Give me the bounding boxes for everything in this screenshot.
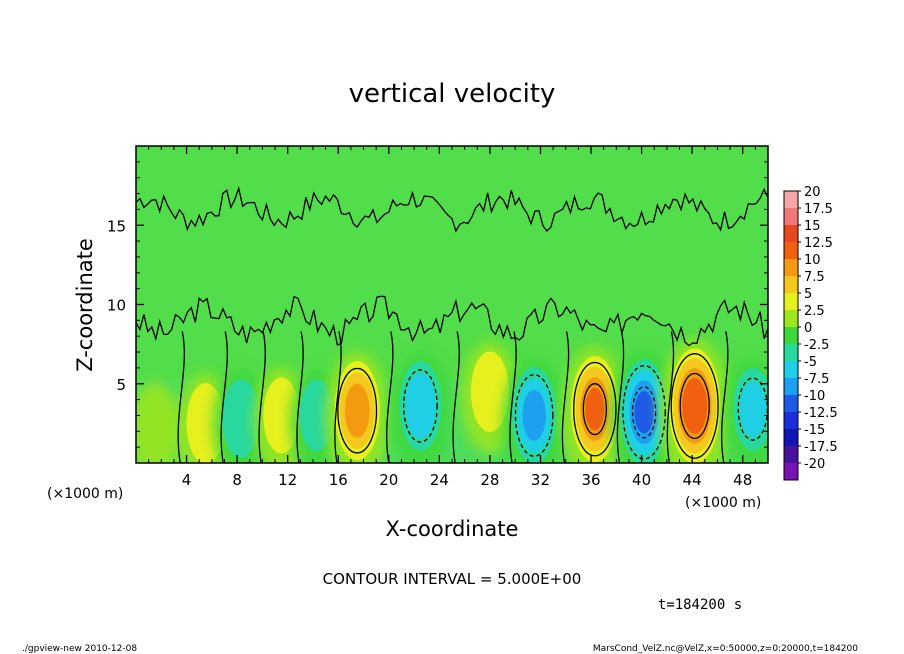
colorbar-label: -5 xyxy=(804,355,817,370)
velocity-cell xyxy=(460,341,519,455)
colorbar-label: 15 xyxy=(804,219,821,234)
velocity-cell xyxy=(501,357,567,463)
zero-contour xyxy=(386,331,394,463)
zero-contour xyxy=(334,331,342,463)
colorbar-swatch xyxy=(784,242,798,259)
colorbar-swatch xyxy=(784,191,798,208)
colorbar-label: 12.5 xyxy=(804,236,833,251)
velocity-cell xyxy=(723,357,768,463)
x-axis-label: X-coordinate xyxy=(386,517,519,541)
colorbar-label: -17.5 xyxy=(804,440,838,455)
colorbar-label: -2.5 xyxy=(804,338,829,353)
zero-contour xyxy=(296,331,304,463)
colorbar-swatch xyxy=(784,208,798,225)
zero-contour xyxy=(452,331,460,463)
y-axis: 5 10 15 xyxy=(107,161,768,448)
x-tick-label: 32 xyxy=(531,471,550,489)
contour-line xyxy=(631,386,657,439)
zero-contour xyxy=(561,331,570,463)
x-tick-label: 48 xyxy=(733,471,752,489)
contour-line xyxy=(670,353,719,459)
colorbar-label: 7.5 xyxy=(804,270,825,285)
y-axis-label: Z-coordinate xyxy=(73,238,97,372)
colorbar-swatch xyxy=(784,412,798,429)
contour-line xyxy=(582,383,608,436)
colorbar-swatch xyxy=(784,395,798,412)
contour-interval-text: CONTOUR INTERVAL = 5.000E+00 xyxy=(323,570,582,588)
x-tick-label: 4 xyxy=(182,471,192,489)
colorbar-swatch xyxy=(784,259,798,276)
x-tick-label: 16 xyxy=(329,471,348,489)
contour-line xyxy=(337,367,378,454)
velocity-field xyxy=(136,338,768,463)
zero-contour xyxy=(509,331,517,463)
colorbar-swatch xyxy=(784,293,798,310)
x-tick-label: 44 xyxy=(683,471,702,489)
footer-right: MarsCond_VelZ.nc@VelZ,x=0:50000,z=0:2000… xyxy=(593,644,858,654)
colorbar-label: -10 xyxy=(804,389,825,404)
colorbar-swatch xyxy=(784,327,798,344)
x-tick-label: 24 xyxy=(430,471,449,489)
zero-contour xyxy=(177,331,185,463)
colorbar-label: -20 xyxy=(804,457,825,472)
contour-line xyxy=(403,369,438,443)
colorbar-label: 17.5 xyxy=(804,202,833,217)
colorbar-label: 5 xyxy=(804,287,812,302)
y-tick-label: 10 xyxy=(107,297,126,315)
chart-title: vertical velocity xyxy=(349,79,556,109)
x-unit-right: (×1000 m) xyxy=(685,495,761,511)
contour-line xyxy=(679,372,710,440)
colorbar-swatch xyxy=(784,429,798,446)
x-tick-label: 40 xyxy=(632,471,651,489)
contour-line xyxy=(622,364,666,460)
colorbar-swatch xyxy=(784,378,798,395)
colorbar-label: 2.5 xyxy=(804,304,825,319)
colorbar: 20 17.5 15 12.5 10 7.5 5 2.5 0 -2.5 -5 -7.5 -10 -12.5… xyxy=(783,185,838,481)
colorbar-swatch xyxy=(784,310,798,327)
x-tick-label: 36 xyxy=(581,471,600,489)
colorbar-label: -12.5 xyxy=(804,406,838,421)
colorbar-swatch xyxy=(784,446,798,463)
velocity-cell xyxy=(389,351,452,463)
zero-contour xyxy=(136,186,768,233)
colorbar-label: 20 xyxy=(804,185,821,200)
colorbar-swatch xyxy=(784,361,798,378)
zero-contour xyxy=(136,295,768,347)
zero-contour xyxy=(258,331,266,463)
y-tick-label: 5 xyxy=(116,376,126,394)
contour-line xyxy=(514,374,554,457)
x-tick-label: 28 xyxy=(480,471,499,489)
x-tick-label: 20 xyxy=(379,471,398,489)
colorbar-label: 0 xyxy=(804,321,812,336)
x-unit-left: (×1000 m) xyxy=(47,486,123,502)
velocity-cell xyxy=(658,338,731,463)
velocity-cell xyxy=(560,346,629,463)
plot-area xyxy=(135,145,769,464)
zero-contour xyxy=(721,331,729,463)
x-axis: 4 8 12 16 20 24 28 32 36 40 44 48 xyxy=(148,146,756,489)
colorbar-label: 10 xyxy=(804,253,821,268)
contour-lines xyxy=(136,186,768,463)
time-stamp: t=184200 s xyxy=(658,597,742,613)
colorbar-swatch xyxy=(784,344,798,361)
y-tick-label: 15 xyxy=(107,217,126,235)
zero-contour xyxy=(220,331,228,463)
contour-line xyxy=(573,361,617,457)
colorbar-swatch xyxy=(784,276,798,293)
colorbar-swatch xyxy=(784,225,798,242)
colorbar-label: -7.5 xyxy=(804,372,829,387)
colorbar-label: -15 xyxy=(804,423,825,438)
zero-contour xyxy=(666,331,675,463)
footer-left: ./gpview-new 2010-12-08 xyxy=(22,644,137,654)
colorbar-swatch xyxy=(784,463,798,480)
x-tick-label: 12 xyxy=(278,471,297,489)
x-tick-label: 8 xyxy=(232,471,242,489)
velocity-cell xyxy=(136,382,181,463)
velocity-cell xyxy=(324,351,390,463)
colorbar-frame xyxy=(783,190,799,481)
zero-contour xyxy=(616,331,625,463)
